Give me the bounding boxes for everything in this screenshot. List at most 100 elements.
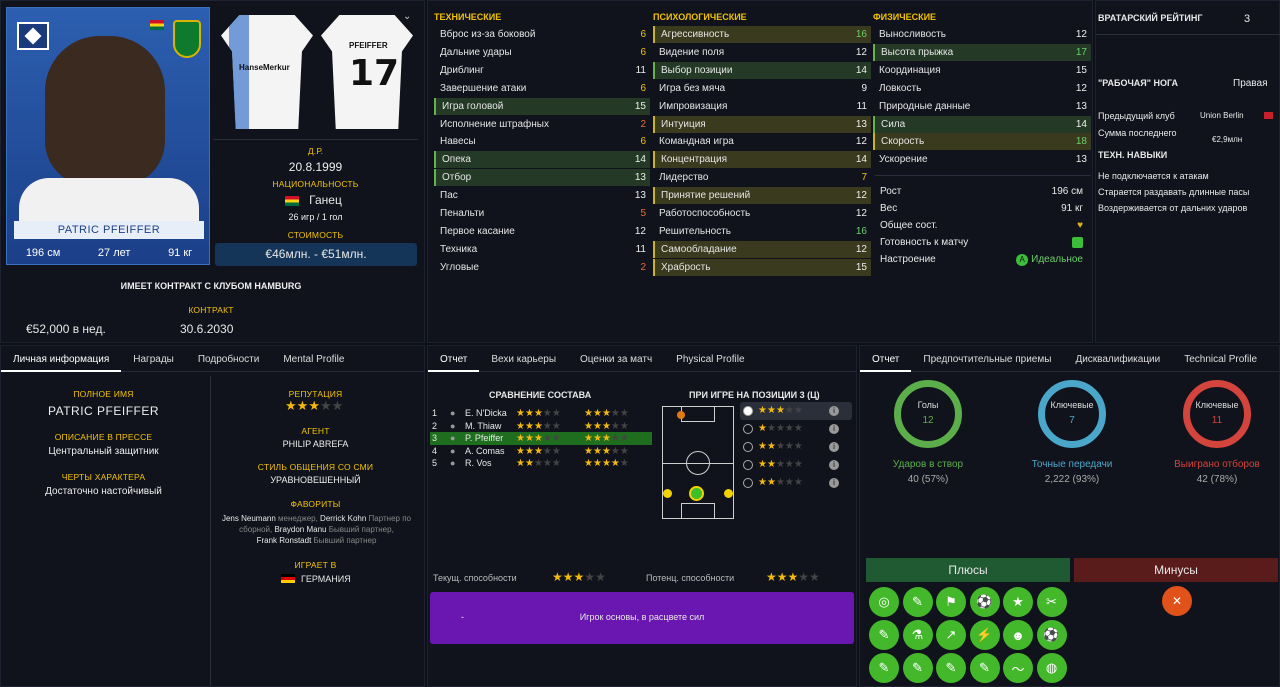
info-icon[interactable]: i — [829, 460, 839, 470]
attribute-row[interactable]: Выносливость 12 — [873, 26, 1091, 43]
attribute-row[interactable]: Техника 11 — [434, 241, 650, 258]
fav-person[interactable]: Jens Neumann — [221, 514, 276, 523]
star-icon: ★ — [584, 433, 593, 444]
tab-item[interactable]: Оценки за матч — [580, 353, 653, 365]
radio-icon[interactable] — [743, 460, 753, 470]
attribute-row[interactable]: Выбор позиции 14 — [653, 61, 871, 79]
attribute-row[interactable]: Ускорение 13 — [873, 151, 1091, 168]
attribute-row[interactable]: Ловкость 12 — [873, 80, 1091, 97]
tab-item[interactable]: Награды — [133, 353, 174, 365]
position-role-row[interactable]: ★★★★★ i — [740, 474, 852, 492]
attribute-row[interactable]: Лидерство 7 — [653, 169, 871, 186]
attribute-row[interactable]: Отбор 13 — [434, 169, 650, 187]
squad-row[interactable]: 5 ● R. Vos ★★★★★ ★★★★★ — [430, 457, 652, 470]
tab-item[interactable]: Предпочтительные приемы — [923, 353, 1052, 365]
info-icon[interactable]: i — [829, 442, 839, 452]
squad-row[interactable]: 1 ● E. N'Dicka ★★★★★ ★★★★★ — [430, 407, 652, 420]
fav-person[interactable]: Frank Ronstadt — [256, 536, 312, 545]
attribute-row[interactable]: Импровизация 11 — [653, 98, 871, 115]
attribute-row[interactable]: Агрессивность 16 — [653, 26, 871, 43]
radio-icon[interactable] — [743, 442, 753, 452]
pro-trait-icon[interactable]: ◎ — [869, 587, 899, 617]
squad-row[interactable]: 4 ● A. Comas ★★★★★ ★★★★★ — [430, 445, 652, 458]
attribute-row[interactable]: Вброс из-за боковой 6 — [434, 26, 650, 43]
attribute-row[interactable]: Высота прыжка 17 — [873, 43, 1091, 61]
tab-item[interactable]: Physical Profile — [676, 353, 745, 365]
attribute-row[interactable]: Опека 14 — [434, 151, 650, 169]
position-role-row[interactable]: ★★★★★ i — [740, 402, 852, 420]
info-icon[interactable]: i — [829, 424, 839, 434]
attribute-row[interactable]: Пас 13 — [434, 187, 650, 204]
press-desc-label: ОПИСАНИЕ В ПРЕССЕ — [54, 432, 153, 442]
attribute-row[interactable]: Работоспособность 12 — [653, 205, 871, 222]
attribute-row[interactable]: Игра без мяча 9 — [653, 80, 871, 97]
pro-trait-icon[interactable]: ✎ — [869, 653, 899, 683]
info-icon[interactable]: i — [829, 478, 839, 488]
prev-club-value[interactable]: Union Berlin — [1200, 111, 1244, 120]
info-icon[interactable]: i — [829, 406, 839, 416]
nationality-value[interactable]: Ганец — [309, 193, 342, 207]
pro-trait-icon[interactable]: ☻ — [1003, 620, 1033, 650]
tab-item[interactable]: Mental Profile — [283, 353, 345, 365]
pro-trait-icon[interactable]: ↗ — [936, 620, 966, 650]
attribute-value: 13 — [1075, 154, 1087, 166]
pro-trait-icon[interactable]: 〜 — [1003, 653, 1033, 683]
pro-trait-icon[interactable]: ◍ — [1036, 653, 1067, 683]
attribute-row[interactable]: Видение поля 12 — [653, 44, 871, 61]
pro-trait-icon[interactable]: ✎ — [902, 587, 933, 617]
tab-item[interactable]: Вехи карьеры — [491, 353, 557, 365]
tab-item[interactable]: Technical Profile — [1184, 353, 1258, 365]
pro-trait-icon[interactable]: ⚽ — [969, 587, 1000, 617]
star-icon: ★ — [533, 433, 543, 444]
attribute-row[interactable]: Игра головой 15 — [434, 97, 650, 115]
tab-item[interactable]: Отчет — [428, 348, 480, 372]
pro-trait-icon[interactable]: ✎ — [936, 653, 966, 683]
position-role-row[interactable]: ★★★★★ i — [740, 456, 852, 474]
attribute-row[interactable]: Природные данные 13 — [873, 98, 1091, 115]
position-role-row[interactable]: ★★★★★ i — [740, 438, 852, 456]
fav-person[interactable]: Braydon Manu — [274, 525, 327, 534]
attribute-row[interactable]: Навесы 6 — [434, 133, 650, 150]
radio-icon[interactable] — [743, 406, 753, 416]
agent-value[interactable]: PHILIP ABREFA — [282, 439, 349, 449]
kit-dropdown-chevron-icon[interactable]: ⌄ — [403, 11, 412, 22]
attribute-row[interactable]: Первое касание 12 — [434, 223, 650, 240]
pro-trait-icon[interactable]: ⚡ — [969, 620, 1000, 650]
attribute-row[interactable]: Решительность 16 — [653, 223, 871, 240]
tab-item[interactable]: Отчет — [860, 348, 912, 372]
pro-trait-icon[interactable]: ✎ — [969, 653, 1000, 683]
attribute-row[interactable]: Командная игра 12 — [653, 133, 871, 150]
attribute-row[interactable]: Самообладание 12 — [653, 240, 871, 258]
attribute-row[interactable]: Интуиция 13 — [653, 115, 871, 133]
attribute-row[interactable]: Координация 15 — [873, 62, 1091, 79]
attribute-row[interactable]: Исполнение штрафных 2 — [434, 116, 650, 133]
pro-trait-icon[interactable]: ✂ — [1036, 587, 1067, 617]
pro-trait-icon[interactable]: ⚗ — [902, 620, 933, 650]
pro-trait-icon[interactable]: ★ — [1003, 587, 1033, 617]
con-trait-icon[interactable]: ✕ — [1162, 586, 1192, 616]
squad-row[interactable]: 2 ● M. Thiaw ★★★★★ ★★★★★ — [430, 420, 652, 433]
attribute-row[interactable]: Принятие решений 12 — [653, 187, 871, 205]
radio-icon[interactable] — [743, 424, 753, 434]
attribute-row[interactable]: Скорость 18 — [873, 133, 1091, 151]
attribute-row[interactable]: Завершение атаки 6 — [434, 80, 650, 97]
radio-icon[interactable] — [743, 478, 753, 488]
tab-item[interactable]: Подробности — [197, 353, 260, 365]
attribute-row[interactable]: Угловые 2 — [434, 259, 650, 276]
attribute-row[interactable]: Дальние удары 6 — [434, 44, 650, 61]
tab-item[interactable]: Личная информация — [1, 348, 122, 372]
attribute-row[interactable]: Пенальти 5 — [434, 205, 650, 222]
squad-row[interactable]: 3 ● P. Pfeiffer ★★★★★ ★★★★★ — [430, 432, 652, 445]
pro-trait-icon[interactable]: ✎ — [869, 620, 899, 650]
attribute-row[interactable]: Дриблинг 11 — [434, 62, 650, 79]
pro-trait-icon[interactable]: ⚽ — [1036, 620, 1067, 650]
attribute-row[interactable]: Храбрость 15 — [653, 258, 871, 276]
position-role-row[interactable]: ★★★★★ i — [740, 420, 852, 438]
pro-trait-icon[interactable]: ⚑ — [936, 587, 966, 617]
tab-item[interactable]: Дисквалификации — [1075, 353, 1161, 365]
role-banner: - Игрок основы, в расцвете сил — [430, 592, 854, 644]
attribute-row[interactable]: Сила 14 — [873, 115, 1091, 133]
attribute-row[interactable]: Концентрация 14 — [653, 151, 871, 169]
fav-person[interactable]: Derrick Kohn — [320, 514, 367, 523]
pro-trait-icon[interactable]: ✎ — [902, 653, 933, 683]
